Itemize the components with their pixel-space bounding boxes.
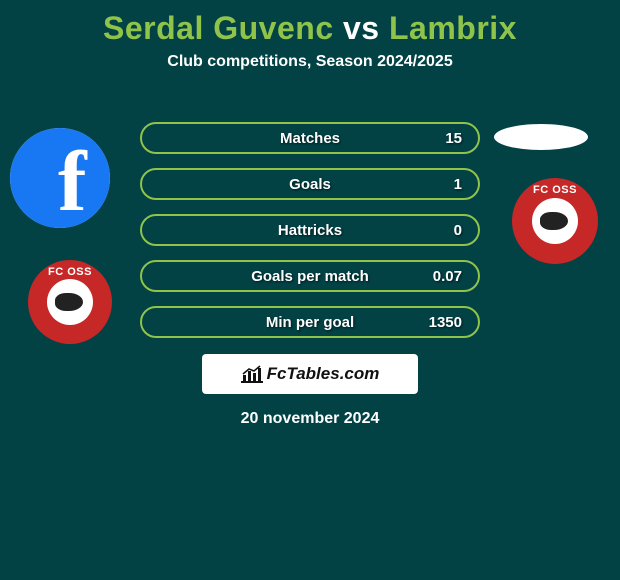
stat-label: Hattricks: [278, 222, 342, 239]
stat-value: 1: [454, 176, 462, 193]
vs-separator: vs: [334, 10, 389, 46]
chart-icon: [241, 365, 263, 383]
stat-row: Matches 15: [140, 122, 480, 154]
stat-value: 1350: [429, 314, 462, 331]
club-badge-text: FC OSS: [28, 266, 112, 278]
player-a-club-badge: FC OSS: [28, 260, 112, 344]
player-a-name: Serdal Guvenc: [103, 10, 334, 46]
player-b-name: Lambrix: [389, 10, 517, 46]
stat-label: Min per goal: [266, 314, 354, 331]
bull-icon: [532, 198, 578, 244]
facebook-icon: [10, 128, 110, 228]
bull-icon: [47, 279, 93, 325]
stats-list: Matches 15 Goals 1 Hattricks 0 Goals per match…: [140, 122, 480, 352]
club-badge-text: FC OSS: [512, 184, 598, 196]
stat-value: 15: [445, 130, 462, 147]
player-a-avatar: [10, 128, 110, 228]
stat-row: Hattricks 0: [140, 214, 480, 246]
stat-value: 0.07: [433, 268, 462, 285]
stat-label: Matches: [280, 130, 340, 147]
stat-value: 0: [454, 222, 462, 239]
subtitle: Club competitions, Season 2024/2025: [0, 53, 620, 71]
stat-row: Goals per match 0.07: [140, 260, 480, 292]
brand-attribution[interactable]: FcTables.com: [202, 354, 418, 394]
stat-row: Goals 1: [140, 168, 480, 200]
player-b-club-badge: FC OSS: [512, 178, 598, 264]
brand-text: FcTables.com: [267, 364, 380, 384]
stat-row: Min per goal 1350: [140, 306, 480, 338]
snapshot-date: 20 november 2024: [0, 410, 620, 428]
comparison-title: Serdal Guvenc vs Lambrix: [0, 0, 620, 47]
player-b-avatar: [494, 124, 588, 150]
stat-label: Goals per match: [251, 268, 369, 285]
stat-label: Goals: [289, 176, 331, 193]
